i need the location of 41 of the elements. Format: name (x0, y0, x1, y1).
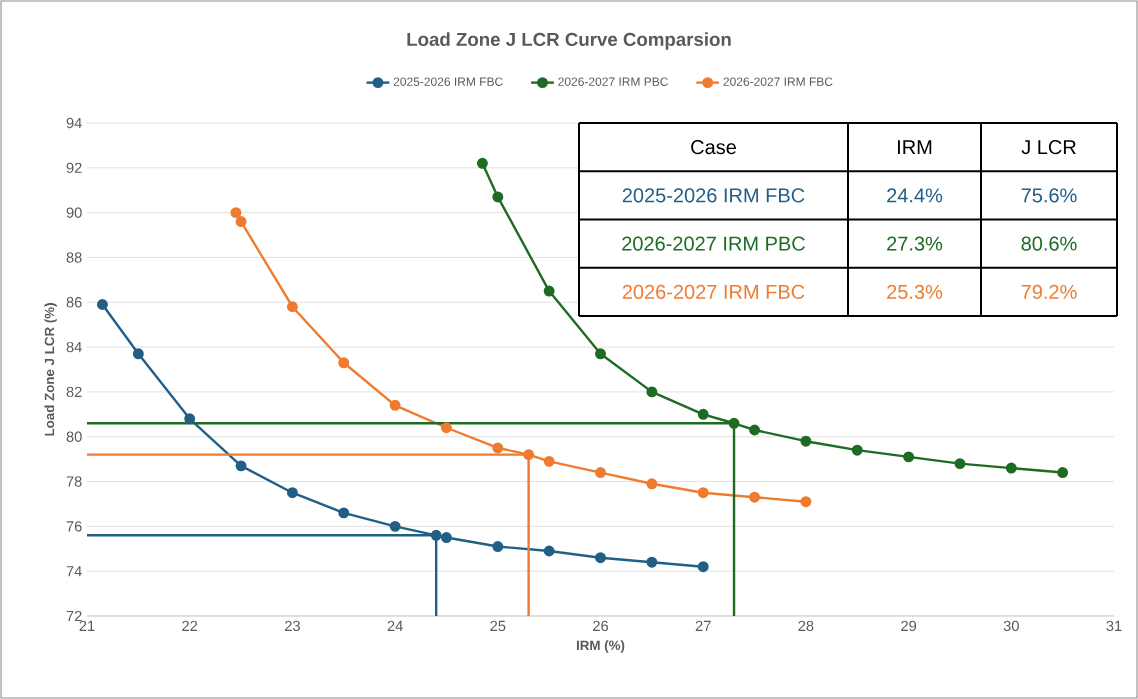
x-tick-label: 31 (1106, 620, 1122, 632)
legend-label: 2026-2027 IRM FBC (723, 77, 833, 86)
legend-label: 2025-2026 IRM FBC (393, 77, 503, 86)
x-tick-label: 21 (79, 620, 95, 631)
annotation: 25.3% (887, 284, 943, 299)
y-tick-label: 86 (66, 297, 82, 308)
y-tick-label: 94 (66, 117, 82, 129)
annotation: 80.6% (1021, 236, 1077, 251)
annotation: J LCR (1021, 140, 1076, 155)
y-tick-label: 92 (66, 162, 82, 173)
chart-title: Load Zone J LCR Curve Comparsion (407, 32, 731, 50)
annotation: 24.4% (887, 188, 943, 203)
x-tick-label: 27 (695, 620, 711, 631)
x-tick-label: 30 (1003, 620, 1019, 632)
y-axis-title: Load Zone J LCR (%) (44, 303, 57, 436)
x-tick-label: 28 (798, 620, 814, 632)
y-tick-label: 76 (66, 521, 82, 532)
annotation: 75.6% (1021, 188, 1077, 203)
y-tick-label: 78 (66, 476, 82, 487)
x-tick-label: 22 (182, 620, 198, 631)
legend-label: 2026-2027 IRM PBC (558, 77, 668, 86)
x-tick-label: 29 (901, 620, 917, 632)
y-tick-label: 72 (66, 610, 82, 622)
annotation: 2026-2027 IRM FBC (622, 284, 805, 299)
y-tick-label: 88 (66, 252, 82, 263)
annotation: IRM (898, 140, 932, 154)
annotation: 2026-2027 IRM PBC (622, 236, 805, 251)
annotation: Case (691, 140, 736, 155)
x-tick-label: 24 (387, 620, 403, 631)
x-tick-label: 26 (593, 620, 609, 632)
x-axis-title: IRM (%) (576, 640, 625, 653)
y-tick-label: 84 (66, 341, 82, 353)
y-tick-label: 82 (66, 386, 82, 398)
x-tick-label: 23 (284, 620, 300, 632)
y-tick-label: 80 (66, 431, 82, 442)
annotation: 2025-2026 IRM FBC (622, 188, 805, 203)
x-tick-label: 25 (490, 620, 506, 632)
annotation: 79.2% (1021, 284, 1077, 299)
y-tick-label: 90 (66, 207, 82, 218)
y-tick-label: 74 (66, 566, 82, 577)
annotation: 27.3% (887, 236, 943, 251)
